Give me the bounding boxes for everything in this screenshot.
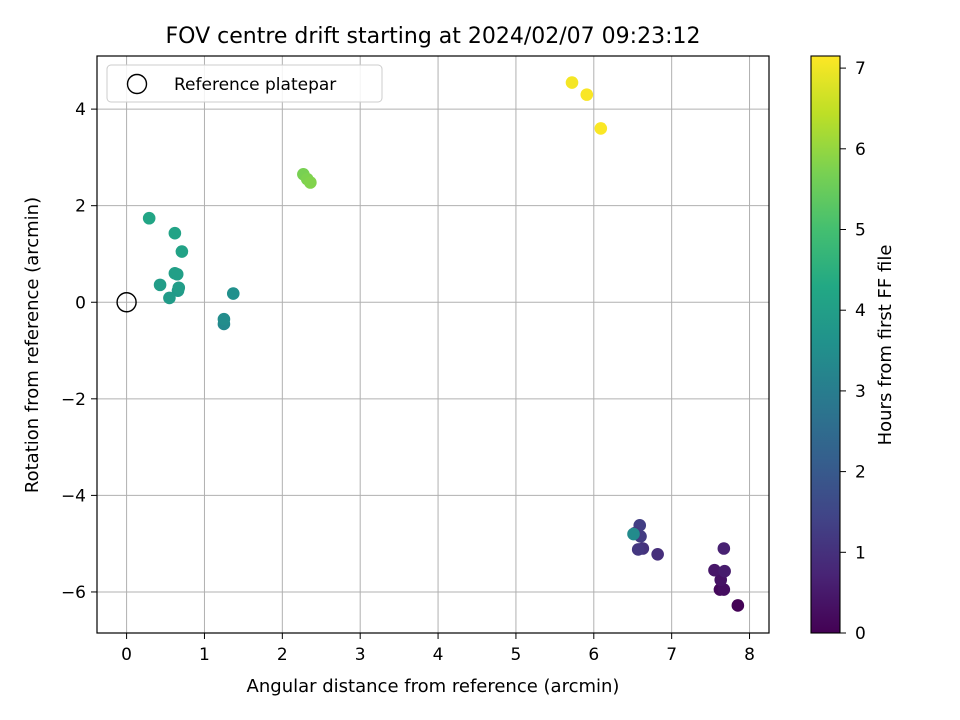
- x-tick-label: 4: [433, 645, 444, 665]
- y-tick-label: 2: [75, 197, 86, 217]
- plot-area-frame: [96, 55, 770, 634]
- data-point: [170, 267, 184, 281]
- scatter-points: [116, 76, 745, 612]
- colorbar-tick-label: 0: [855, 624, 866, 644]
- x-tick-label: 5: [511, 645, 522, 665]
- x-axis-label: Angular distance from reference (arcmin): [247, 676, 620, 697]
- legend-label-reference: Reference platepar: [174, 75, 336, 95]
- y-tick-label: −6: [61, 583, 86, 603]
- axis-ticks: 0 1 2 3 4 5 6 7 8 −6 −4 −2 0 2 4: [61, 100, 755, 665]
- chart-title: FOV centre drift starting at 2024/02/07 …: [166, 24, 701, 49]
- colorbar-tick-label: 2: [855, 463, 866, 483]
- y-tick-label: −4: [61, 486, 86, 506]
- colorbar-gradient: [810, 55, 841, 634]
- x-tick-label: 0: [121, 645, 132, 665]
- x-tick-label: 7: [666, 645, 677, 665]
- data-point: [731, 599, 745, 612]
- legend-marker-reference: [126, 73, 148, 95]
- data-point: [304, 176, 317, 189]
- colorbar-tick-label: 4: [855, 301, 866, 321]
- data-point: [142, 211, 156, 225]
- data-point: [172, 281, 186, 295]
- data-point: [175, 245, 189, 258]
- legend: Reference platepar: [106, 64, 383, 103]
- data-point: [580, 88, 594, 101]
- data-point: [217, 312, 231, 326]
- x-tick-label: 8: [744, 645, 755, 665]
- data-point: [153, 278, 167, 292]
- reference-platepar-marker: [116, 292, 137, 313]
- legend-box: [106, 64, 383, 103]
- data-point: [168, 226, 182, 240]
- data-point: [717, 542, 731, 555]
- y-tick-label: 4: [75, 100, 86, 120]
- colorbar-label: Hours from first FF file: [875, 245, 896, 446]
- colorbar: 0 1 2 3 4 5 6 7 Hours from first FF file: [810, 55, 896, 644]
- data-point: [708, 563, 721, 577]
- data-point: [651, 547, 664, 561]
- colorbar-tick-label: 6: [855, 140, 866, 160]
- data-point: [226, 287, 240, 300]
- data-point: [594, 122, 608, 135]
- colorbar-tick-label: 1: [855, 543, 866, 563]
- data-point: [627, 527, 640, 541]
- colorbar-ticks: 0 1 2 3 4 5 6 7: [840, 59, 866, 644]
- data-point: [565, 76, 579, 89]
- grid: [97, 56, 769, 633]
- data-point: [631, 543, 645, 556]
- data-point: [718, 564, 731, 578]
- colorbar-tick-label: 3: [855, 382, 866, 402]
- x-tick-label: 3: [355, 645, 366, 665]
- y-tick-label: 0: [75, 293, 86, 313]
- data-point: [163, 291, 176, 305]
- data-point: [717, 583, 731, 596]
- y-axis-label: Rotation from reference (arcmin): [22, 197, 43, 493]
- x-tick-label: 1: [199, 645, 210, 665]
- colorbar-tick-label: 7: [855, 59, 866, 79]
- colorbar-tick-label: 5: [855, 221, 866, 241]
- y-tick-label: −2: [61, 390, 86, 410]
- x-tick-label: 6: [588, 645, 599, 665]
- x-tick-label: 2: [277, 645, 288, 665]
